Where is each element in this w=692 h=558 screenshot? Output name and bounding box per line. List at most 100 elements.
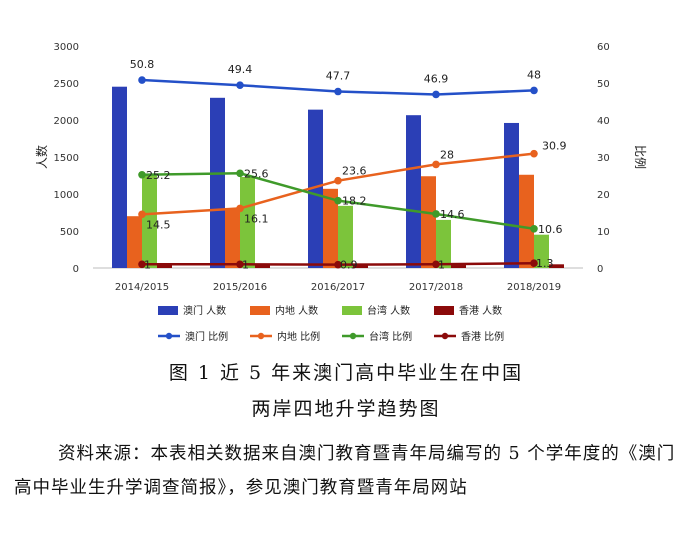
y-right-axis-title: 比例	[633, 145, 647, 169]
line-point	[334, 176, 342, 185]
legend-marker	[257, 332, 265, 340]
line-point	[236, 204, 244, 213]
bar	[210, 97, 225, 268]
legend-marker	[349, 332, 357, 340]
legend-swatch	[434, 306, 454, 315]
bar	[142, 174, 157, 268]
bar	[534, 234, 549, 268]
data-label: 14.5	[146, 218, 171, 231]
bar	[436, 219, 451, 268]
y-right-tick-label: 10	[597, 227, 610, 238]
y-left-tick-label: 2500	[54, 79, 79, 90]
line-point	[432, 90, 440, 99]
line-point	[432, 260, 440, 269]
data-label: 1	[438, 258, 445, 271]
data-label: 47.7	[326, 70, 351, 83]
line-point	[138, 76, 146, 84]
y-right-tick-label: 60	[597, 42, 610, 53]
y-right-tick-label: 0	[597, 264, 603, 275]
bar	[549, 264, 564, 268]
data-label: 50.8	[130, 58, 155, 71]
data-label: 30.9	[542, 140, 567, 153]
x-tick-label: 2014/2015	[115, 282, 169, 293]
data-label: 23.6	[342, 165, 367, 178]
legend-swatch	[342, 306, 362, 315]
data-label: 1	[242, 258, 249, 271]
bar	[225, 209, 240, 268]
y-right-tick-label: 30	[597, 153, 610, 164]
line-point	[236, 260, 244, 269]
chart-canvas: 0 500 1000 1500 2000 2500 3000 0 10 20 30 40 50 60 人数 比…	[34, 42, 647, 343]
bar	[240, 176, 255, 268]
line-point	[530, 224, 538, 233]
figure-caption-line1: 图 1 近 5 年来澳门高中毕业生在中国	[168, 362, 524, 384]
legend-marker	[165, 332, 173, 340]
data-label: 1.3	[536, 257, 554, 270]
bar	[421, 176, 436, 268]
figure-caption-line2: 两岸四地升学趋势图	[251, 398, 441, 420]
line-point	[530, 86, 538, 95]
y-right-tick-label: 40	[597, 116, 610, 127]
data-label: 28	[440, 148, 454, 161]
bar	[338, 205, 353, 268]
legend-swatch	[250, 306, 270, 315]
y-left-tick-label: 1500	[54, 153, 79, 164]
line-point	[530, 259, 538, 267]
line-point	[236, 81, 244, 90]
bar	[519, 174, 534, 268]
y-left-tick-label: 3000	[54, 42, 79, 53]
line-point	[138, 210, 146, 219]
data-label: 25.6	[244, 167, 269, 180]
legend-label: 台湾 比例	[369, 330, 412, 343]
legend-label: 内地 比例	[277, 330, 320, 343]
bar	[323, 188, 338, 268]
y-right-tick-label: 20	[597, 190, 610, 201]
data-label: 10.6	[538, 223, 563, 236]
legend-label: 香港 人数	[459, 304, 502, 317]
line-point	[334, 196, 342, 205]
bar	[157, 265, 172, 268]
line-point	[432, 160, 440, 169]
y-left-tick-label: 2000	[54, 116, 79, 127]
data-label: 0.9	[340, 259, 358, 272]
line-point	[530, 149, 538, 158]
line-point	[138, 170, 146, 179]
legend-label: 台湾 人数	[367, 304, 410, 317]
line-point	[334, 87, 342, 96]
bar	[451, 265, 466, 268]
bar	[308, 109, 323, 268]
bar	[112, 86, 127, 268]
line-point	[432, 210, 440, 218]
data-label: 14.6	[440, 208, 465, 221]
bar	[353, 265, 368, 268]
data-label: 48	[527, 68, 541, 81]
legend-swatch	[158, 306, 178, 315]
data-label: 1	[144, 258, 151, 271]
source-note: 资料来源：本表相关数据来自澳门教育暨青年局编写的 5 个学年度的《澳门高中毕业生…	[14, 437, 682, 505]
data-label: 25.2	[146, 169, 171, 182]
line-point	[236, 169, 244, 178]
line-point	[334, 260, 342, 269]
legend-label: 香港 比例	[461, 330, 504, 343]
x-tick-label: 2017/2018	[409, 282, 463, 293]
legend-label: 内地 人数	[275, 304, 318, 317]
plot-area: 0 500 1000 1500 2000 2500 3000 0 10 20 30 40 50 60 人数 比…	[34, 42, 647, 293]
y-right-tick-label: 50	[597, 79, 610, 90]
x-tick-label: 2016/2017	[311, 282, 365, 293]
legend-label: 澳门 比例	[185, 330, 228, 343]
y-left-tick-label: 1000	[54, 190, 79, 201]
y-left-tick-label: 500	[60, 227, 79, 238]
y-left-tick-label: 0	[73, 264, 79, 275]
data-label: 16.1	[244, 212, 269, 225]
data-label: 18.2	[342, 195, 367, 208]
legend-label: 澳门 人数	[183, 304, 226, 317]
y-left-axis-title: 人数	[34, 145, 49, 169]
x-tick-label: 2015/2016	[213, 282, 267, 293]
line-point	[138, 260, 146, 269]
legend-marker	[441, 332, 449, 340]
data-label: 46.9	[424, 72, 449, 85]
bar	[255, 265, 270, 268]
data-label: 49.4	[228, 63, 253, 76]
bar	[127, 216, 142, 268]
